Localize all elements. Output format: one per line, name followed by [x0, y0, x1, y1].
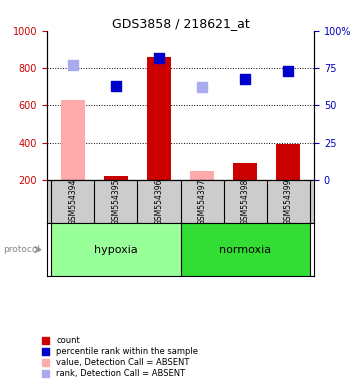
Bar: [61, 100, 84, 180]
Point: [285, 68, 291, 74]
Text: normoxia: normoxia: [219, 245, 271, 255]
Text: hypoxia: hypoxia: [94, 245, 138, 255]
Bar: [51, 223, 180, 276]
Point: [156, 55, 162, 61]
Text: GSM554399: GSM554399: [284, 178, 293, 225]
Text: GSM554395: GSM554395: [112, 178, 120, 225]
Text: protocol: protocol: [4, 245, 40, 254]
Text: GSM554394: GSM554394: [68, 178, 77, 225]
Point: [70, 62, 76, 68]
Point: [242, 75, 248, 81]
Bar: [180, 223, 310, 276]
Text: GSM554396: GSM554396: [155, 178, 164, 225]
Text: GSM554398: GSM554398: [241, 178, 249, 225]
Point: [199, 84, 205, 91]
Bar: [190, 171, 214, 180]
Bar: [147, 57, 171, 180]
Text: GSM554397: GSM554397: [197, 178, 206, 225]
Bar: [104, 176, 128, 180]
Title: GDS3858 / 218621_at: GDS3858 / 218621_at: [112, 17, 249, 30]
Legend: count, percentile rank within the sample, value, Detection Call = ABSENT, rank, : count, percentile rank within the sample…: [40, 334, 200, 380]
Bar: [277, 144, 300, 180]
Bar: [233, 163, 257, 180]
Point: [113, 83, 119, 89]
